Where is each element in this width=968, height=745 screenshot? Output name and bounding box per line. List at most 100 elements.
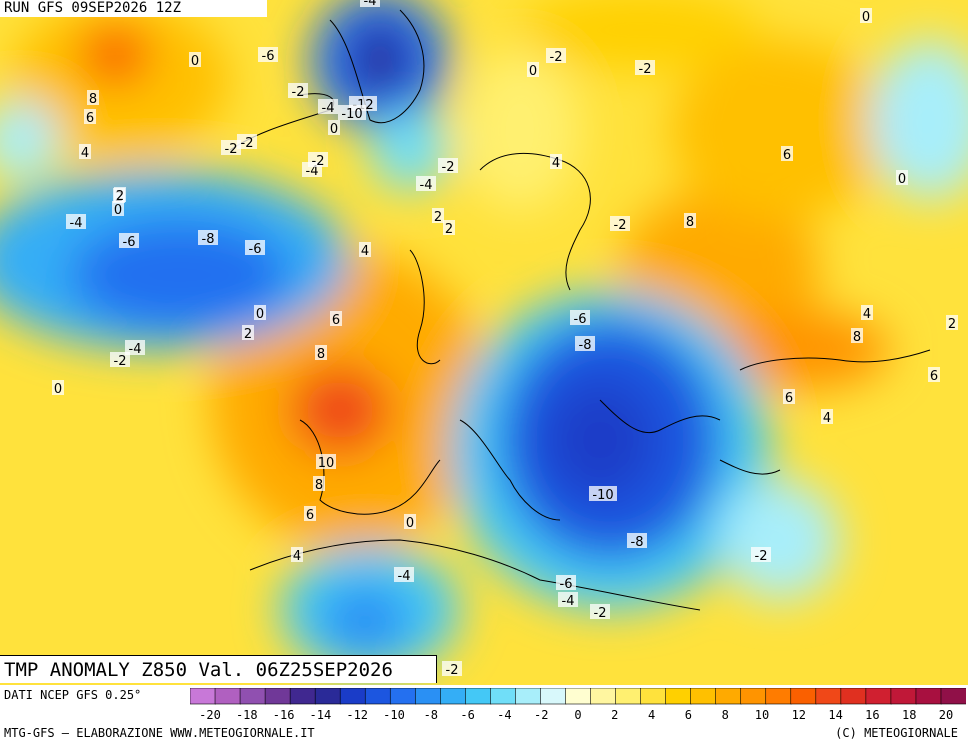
- contour-label: -2: [635, 60, 655, 77]
- contour-label-text: 4: [361, 244, 369, 259]
- contour-label: -4: [66, 214, 86, 231]
- anomaly-field: [0, 0, 968, 675]
- contour-label: 8: [313, 476, 325, 493]
- run-header: RUN GFS 09SEP2026 12Z: [0, 0, 267, 17]
- color-swatch: [740, 688, 767, 705]
- scale-tick-label: 0: [574, 708, 581, 722]
- contour-label: -6: [570, 310, 590, 327]
- contour-label-bg: [550, 154, 562, 169]
- contour-label: -8: [198, 230, 218, 247]
- contour-label-bg: [66, 214, 86, 229]
- scale-tick-label: -4: [497, 708, 511, 722]
- contour-label: 2: [114, 187, 126, 204]
- contour-label-bg: [432, 208, 444, 223]
- contour-label-bg: [556, 575, 576, 590]
- contour-label-text: -4: [398, 569, 411, 584]
- contour-label: 6: [783, 389, 795, 406]
- color-swatch: [364, 688, 392, 705]
- contour-label: 6: [781, 146, 793, 163]
- contour-label-bg: [359, 242, 371, 257]
- contour-label-text: 8: [89, 92, 97, 107]
- contour-label: -2: [438, 158, 458, 175]
- contour-label-bg: [87, 90, 99, 105]
- contour-label: -10: [589, 486, 617, 503]
- contour-label: -6: [119, 233, 139, 250]
- contour-label-bg: [527, 62, 539, 77]
- contour-label: 0: [189, 52, 201, 69]
- contour-labels: -4-60-2-4-12-100-2-2-422286420-2-4-4-6-8…: [52, 0, 958, 678]
- scale-tick-label: -8: [424, 708, 438, 722]
- contour-label-bg: [318, 99, 338, 114]
- contour-label-text: 4: [863, 307, 871, 322]
- contour-label-text: -2: [241, 136, 254, 151]
- contour-label: 2: [242, 325, 254, 342]
- contour-label-text: -2: [292, 85, 305, 100]
- contour-label: -2: [237, 134, 257, 151]
- contour-label: 6: [330, 311, 342, 328]
- contour-label-text: -2: [614, 218, 627, 233]
- contour-label: -2: [751, 547, 771, 564]
- contour-label-bg: [896, 170, 908, 185]
- contour-label: 2: [443, 220, 455, 237]
- contour-label-bg: [304, 506, 316, 521]
- credit-right: (C) METEOGIORNALE: [835, 726, 958, 740]
- contour-label-text: 6: [785, 391, 793, 406]
- contour-label-text: 0: [256, 307, 264, 322]
- contour-label: 0: [896, 170, 908, 187]
- contour-label-bg: [84, 109, 96, 124]
- contour-label: -6: [556, 575, 576, 592]
- contour-label-text: -2: [594, 606, 607, 621]
- scale-tick-label: -20: [199, 708, 221, 722]
- contour-label-bg: [851, 328, 863, 343]
- contour-label-text: -8: [202, 232, 215, 247]
- scale-tick-label: 18: [902, 708, 916, 722]
- contour-label-bg: [751, 547, 771, 562]
- contour-label: 0: [254, 305, 266, 322]
- credit-left: MTG-GFS — ELABORAZIONE WWW.METEOGIORNALE…: [4, 726, 315, 740]
- contour-label-bg: [443, 220, 455, 235]
- contour-label-text: 6: [306, 508, 314, 523]
- contour-label-text: -2: [550, 50, 563, 65]
- color-swatch: [339, 688, 367, 705]
- contour-label: -2: [546, 48, 566, 65]
- contour-label-text: -4: [420, 178, 433, 193]
- contour-label: -8: [627, 533, 647, 550]
- contour-label-text: -2: [639, 62, 652, 77]
- contour-label: 4: [359, 242, 371, 259]
- color-swatch: [314, 688, 342, 705]
- contour-label-bg: [684, 213, 696, 228]
- contour-label-bg: [635, 60, 655, 75]
- contour-label-text: 6: [86, 111, 94, 126]
- color-swatch: [565, 688, 592, 705]
- contour-label: -2: [288, 83, 308, 100]
- scale-tick-label: 2: [611, 708, 618, 722]
- scale-tick-label: 12: [792, 708, 806, 722]
- scale-tick-label: -12: [346, 708, 368, 722]
- contour-label-bg: [189, 52, 201, 67]
- contour-label: -4: [558, 592, 578, 609]
- contour-label-text: -2: [442, 160, 455, 175]
- contour-label-text: -6: [560, 577, 573, 592]
- contour-label: 4: [821, 409, 833, 426]
- contour-label-text: 4: [81, 146, 89, 161]
- contour-label: -4: [125, 340, 145, 357]
- color-swatch: [840, 688, 867, 705]
- contour-label-text: 8: [317, 347, 325, 362]
- contour-label-text: 0: [114, 203, 122, 218]
- scale-tick-label: -10: [383, 708, 405, 722]
- color-swatch: [665, 688, 692, 705]
- scale-tick-label: -18: [236, 708, 258, 722]
- contour-label-text: -6: [123, 235, 136, 250]
- contour-label: 6: [304, 506, 316, 523]
- contour-label-bg: [328, 120, 340, 135]
- contour-label-text: 10: [318, 456, 335, 471]
- contour-label-text: 4: [552, 156, 560, 171]
- contour-label-bg: [114, 187, 126, 202]
- contour-label-bg: [861, 305, 873, 320]
- contour-label-text: 8: [686, 215, 694, 230]
- contour-label-bg: [558, 592, 578, 607]
- temperature-anomaly-map: -4-60-2-4-12-100-2-2-422286420-2-4-4-6-8…: [0, 0, 968, 685]
- contour-label: 10: [316, 454, 336, 471]
- color-swatch: [615, 688, 642, 705]
- contour-label-text: -4: [562, 594, 575, 609]
